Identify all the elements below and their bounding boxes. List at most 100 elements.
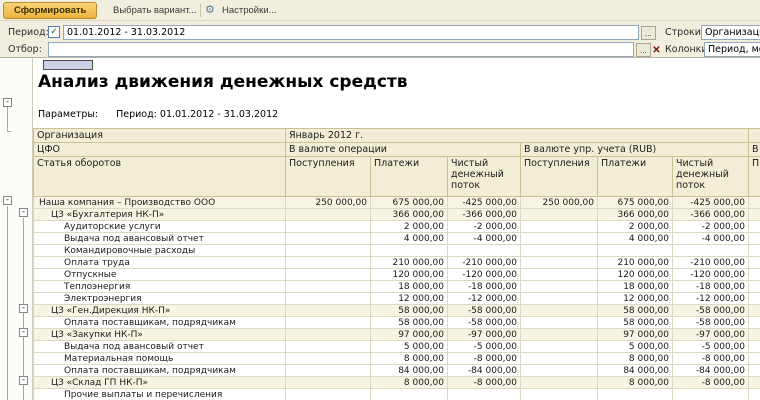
table-row[interactable]: ЦЗ «Бухгалтерия НК-П» 366 000,00 -366 00…: [33, 208, 760, 221]
value-cell[interactable]: 2 000,00: [370, 220, 448, 233]
value-cell[interactable]: 366 000,00: [597, 208, 673, 221]
value-cell[interactable]: -8 000,00: [447, 352, 521, 365]
value-cell[interactable]: 250 000,00: [520, 196, 598, 209]
value-cell[interactable]: -8 000,00: [447, 376, 521, 389]
row-label-cell[interactable]: Оплата поставщикам, подрядчикам: [33, 364, 286, 377]
value-cell[interactable]: 5 000,00: [597, 340, 673, 353]
value-cell[interactable]: 4 000,00: [597, 232, 673, 245]
value-cell[interactable]: -2 000,00: [672, 220, 749, 233]
value-cell[interactable]: 675 000,00: [597, 196, 673, 209]
value-cell[interactable]: -425 000,00: [447, 196, 521, 209]
value-cell[interactable]: [285, 256, 371, 269]
value-cell[interactable]: 120 000,00: [597, 268, 673, 281]
value-cell[interactable]: [520, 268, 598, 281]
table-row[interactable]: ЦЗ «Ген.Дирекция НК-П» 58 000,00 -58 000…: [33, 304, 760, 317]
table-row[interactable]: Прочие выплаты и перечисления: [33, 388, 760, 400]
value-cell[interactable]: 4 000,00: [370, 232, 448, 245]
value-cell[interactable]: [520, 244, 598, 257]
value-cell[interactable]: [520, 208, 598, 221]
value-cell[interactable]: 8 000,00: [370, 352, 448, 365]
value-cell[interactable]: 250 000,00: [285, 196, 371, 209]
value-cell[interactable]: 120 000,00: [370, 268, 448, 281]
value-cell[interactable]: [672, 244, 749, 257]
value-cell[interactable]: -4 000,00: [672, 232, 749, 245]
value-cell[interactable]: 675 000,00: [370, 196, 448, 209]
value-cell[interactable]: 58 000,00: [370, 304, 448, 317]
table-row[interactable]: Наша компания – Производство ООО 250 000…: [33, 196, 760, 209]
value-cell[interactable]: [285, 376, 371, 389]
value-cell[interactable]: 2 000,00: [597, 220, 673, 233]
value-cell[interactable]: [520, 292, 598, 305]
rows-input[interactable]: [701, 25, 760, 40]
value-cell[interactable]: -97 000,00: [672, 328, 749, 341]
table-row[interactable]: Электроэнергия 12 000,00 -12 000,00 12 0…: [33, 292, 760, 305]
table-row[interactable]: Теплоэнергия 18 000,00 -18 000,00 18 000…: [33, 280, 760, 293]
row-label-cell[interactable]: Выдача под авансовый отчет: [33, 340, 286, 353]
value-cell[interactable]: -8 000,00: [672, 352, 749, 365]
value-cell[interactable]: [370, 244, 448, 257]
columns-input[interactable]: [704, 42, 760, 57]
value-cell[interactable]: -210 000,00: [447, 256, 521, 269]
collapse-group-icon[interactable]: -: [19, 328, 28, 337]
value-cell[interactable]: 8 000,00: [597, 376, 673, 389]
table-row[interactable]: ЦЗ «Закупки НК-П» 97 000,00 -97 000,00 9…: [33, 328, 760, 341]
row-label-cell[interactable]: Материальная помощь: [33, 352, 286, 365]
value-cell[interactable]: 18 000,00: [370, 280, 448, 293]
table-row[interactable]: Отпускные 120 000,00 -120 000,00 120 000…: [33, 268, 760, 281]
value-cell[interactable]: [285, 364, 371, 377]
value-cell[interactable]: 210 000,00: [597, 256, 673, 269]
value-cell[interactable]: 8 000,00: [597, 352, 673, 365]
collapse-company-icon[interactable]: -: [3, 196, 12, 205]
row-label-cell[interactable]: Теплоэнергия: [33, 280, 286, 293]
row-label-cell[interactable]: Электроэнергия: [33, 292, 286, 305]
settings-button[interactable]: Настройки...: [214, 2, 285, 19]
filter-input[interactable]: [48, 42, 634, 57]
value-cell[interactable]: 58 000,00: [597, 316, 673, 329]
value-cell[interactable]: -4 000,00: [447, 232, 521, 245]
row-label-cell[interactable]: Отпускные: [33, 268, 286, 281]
value-cell[interactable]: [370, 388, 448, 400]
value-cell[interactable]: 12 000,00: [597, 292, 673, 305]
row-label-cell[interactable]: ЦЗ «Склад ГП НК-П»: [33, 376, 286, 389]
collapse-group-icon[interactable]: -: [19, 376, 28, 385]
value-cell[interactable]: [520, 376, 598, 389]
value-cell[interactable]: -18 000,00: [672, 280, 749, 293]
table-row[interactable]: Выдача под авансовый отчет 4 000,00 -4 0…: [33, 232, 760, 245]
value-cell[interactable]: -2 000,00: [447, 220, 521, 233]
filter-more-button[interactable]: ...: [636, 43, 651, 57]
value-cell[interactable]: -18 000,00: [447, 280, 521, 293]
row-label-cell[interactable]: Наша компания – Производство ООО: [33, 196, 286, 209]
value-cell[interactable]: [520, 304, 598, 317]
value-cell[interactable]: -12 000,00: [447, 292, 521, 305]
value-cell[interactable]: [447, 388, 521, 400]
value-cell[interactable]: -58 000,00: [447, 316, 521, 329]
value-cell[interactable]: 366 000,00: [370, 208, 448, 221]
value-cell[interactable]: -84 000,00: [672, 364, 749, 377]
value-cell[interactable]: 58 000,00: [597, 304, 673, 317]
value-cell[interactable]: [520, 256, 598, 269]
value-cell[interactable]: -58 000,00: [447, 304, 521, 317]
table-row[interactable]: Оплата труда 210 000,00 -210 000,00 210 …: [33, 256, 760, 269]
value-cell[interactable]: -366 000,00: [447, 208, 521, 221]
value-cell[interactable]: -97 000,00: [447, 328, 521, 341]
value-cell[interactable]: [520, 232, 598, 245]
value-cell[interactable]: [520, 340, 598, 353]
period-checkbox[interactable]: ✓: [48, 26, 60, 38]
value-cell[interactable]: [597, 388, 673, 400]
value-cell[interactable]: 58 000,00: [370, 316, 448, 329]
value-cell[interactable]: [520, 316, 598, 329]
table-row[interactable]: Оплата поставщикам, подрядчикам 84 000,0…: [33, 364, 760, 377]
value-cell[interactable]: [520, 280, 598, 293]
value-cell[interactable]: [520, 328, 598, 341]
value-cell[interactable]: [285, 304, 371, 317]
value-cell[interactable]: 18 000,00: [597, 280, 673, 293]
row-label-cell[interactable]: Оплата труда: [33, 256, 286, 269]
value-cell[interactable]: [285, 292, 371, 305]
table-row[interactable]: ЦЗ «Склад ГП НК-П» 8 000,00 -8 000,00 8 …: [33, 376, 760, 389]
choose-variant-button[interactable]: Выбрать вариант...: [105, 2, 204, 19]
value-cell[interactable]: -120 000,00: [447, 268, 521, 281]
row-label-cell[interactable]: Аудиторские услуги: [33, 220, 286, 233]
value-cell[interactable]: [520, 388, 598, 400]
value-cell[interactable]: -425 000,00: [672, 196, 749, 209]
row-label-cell[interactable]: Оплата поставщикам, подрядчикам: [33, 316, 286, 329]
